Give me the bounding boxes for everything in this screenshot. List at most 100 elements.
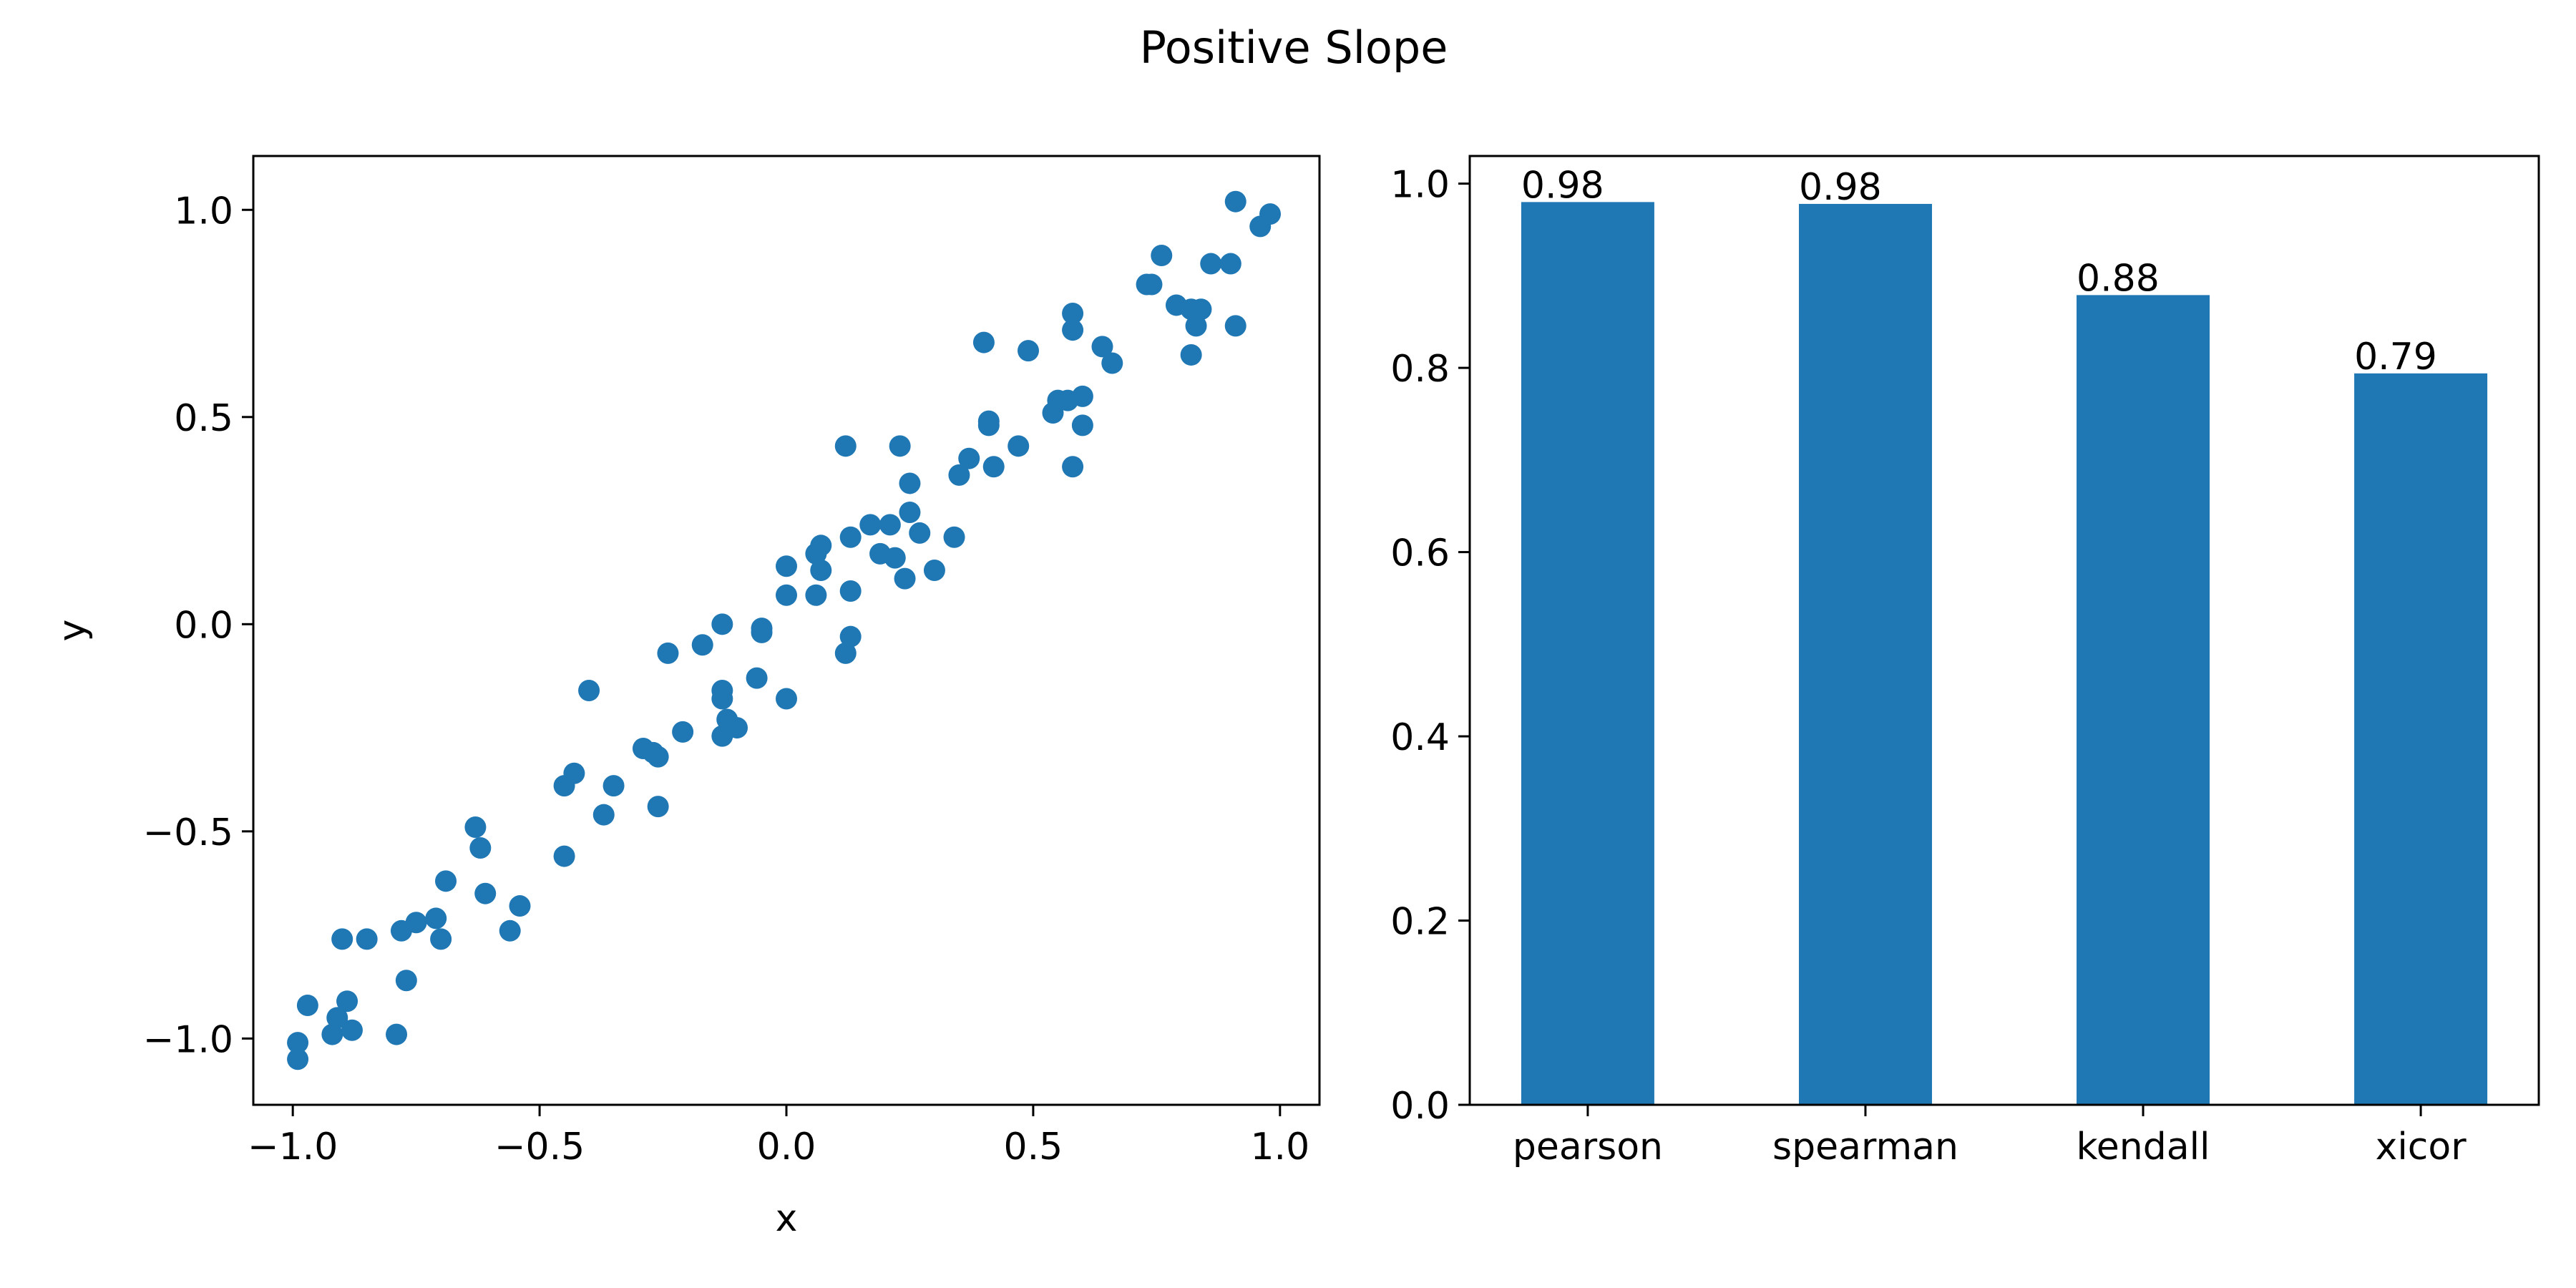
scatter-point: [884, 547, 906, 569]
scatter-point: [395, 970, 417, 992]
scatter-point: [776, 555, 797, 577]
scatter-point: [834, 642, 857, 664]
scatter-point: [859, 514, 882, 536]
scatter-point: [776, 584, 797, 606]
scatter-point: [879, 514, 901, 536]
figure-title: Positive Slope: [1140, 21, 1448, 74]
scatter-point: [746, 667, 768, 689]
bar-x-ticks: pearson spearman kendall xicor: [1513, 1105, 2467, 1169]
bar-xicor: [2354, 373, 2488, 1105]
scatter-point: [469, 836, 492, 859]
scatter-point: [943, 526, 965, 548]
scatter-point: [1101, 352, 1123, 374]
scatter-point: [602, 775, 625, 797]
bar-x-tick-label: spearman: [1772, 1126, 1958, 1169]
bar-spearman: [1798, 203, 1932, 1105]
scatter-point: [711, 613, 733, 635]
scatter-point: [405, 912, 427, 934]
scatter-point: [1185, 315, 1207, 337]
scatter-point: [1062, 303, 1084, 325]
scatter-point: [563, 762, 585, 784]
scatter-point: [839, 526, 862, 548]
bar-x-tick-label: pearson: [1513, 1126, 1663, 1169]
scatter-point: [909, 522, 931, 544]
bar-series: [1521, 202, 2488, 1106]
bar-y-tick-label: 0.6: [1390, 532, 1450, 575]
scatter-point: [839, 580, 862, 602]
scatter-y-ticks: −1.0 −0.5 0.0 0.5 1.0: [143, 190, 253, 1061]
scatter-point: [1141, 273, 1163, 296]
bar-pearson: [1521, 202, 1654, 1106]
scatter-point: [287, 1032, 309, 1054]
scatter-y-axis-label: y: [51, 620, 94, 642]
scatter-points: [287, 190, 1282, 1070]
scatter-point: [1071, 414, 1093, 436]
scatter-point: [657, 642, 679, 664]
scatter-point: [899, 472, 921, 494]
scatter-point: [751, 618, 773, 640]
scatter-point: [776, 688, 797, 710]
bar-y-tick-label: 1.0: [1390, 164, 1450, 207]
scatter-point: [1071, 385, 1093, 407]
scatter-point: [834, 435, 857, 457]
scatter-x-tick-label: 1.0: [1250, 1126, 1309, 1169]
scatter-point: [1151, 244, 1173, 266]
scatter-point: [1180, 343, 1202, 366]
scatter-point: [1219, 253, 1241, 275]
scatter-point: [810, 535, 832, 557]
bar-kendall: [2077, 295, 2210, 1105]
scatter-point: [977, 410, 1000, 432]
scatter-point: [1062, 319, 1084, 341]
scatter-point: [672, 721, 694, 743]
scatter-point: [647, 796, 669, 818]
scatter-point: [810, 560, 832, 582]
scatter-point: [341, 1019, 363, 1041]
scatter-point: [923, 560, 945, 582]
scatter-x-tick-label: −1.0: [248, 1126, 338, 1169]
bar-data-label: 0.88: [2077, 257, 2160, 300]
scatter-axes-frame: [252, 155, 1321, 1106]
bar-panel: pearson spearman kendall xicor 0.0 0.2 0.4 0.6…: [1390, 155, 2540, 1169]
scatter-point: [425, 907, 447, 930]
scatter-x-axis-label: x: [776, 1197, 798, 1240]
scatter-point: [982, 456, 1005, 478]
bar-axes-frame: [1468, 155, 2540, 1106]
scatter-point: [1062, 456, 1084, 478]
bar-data-label: 0.98: [1799, 166, 1882, 209]
scatter-point: [711, 688, 733, 710]
scatter-point: [509, 895, 531, 917]
scatter-point: [647, 746, 669, 768]
scatter-y-tick-label: 0.0: [174, 604, 233, 647]
scatter-point: [1200, 253, 1222, 275]
bar-data-labels: 0.98 0.98 0.88 0.79: [1521, 164, 2437, 378]
scatter-x-tick-label: 0.0: [757, 1126, 816, 1169]
scatter-x-tick-label: −0.5: [494, 1126, 585, 1169]
scatter-panel: −1.0 −0.5 0.0 0.5 1.0 −1.0 −0.5 0.0 0.5 1.0 x y: [51, 155, 1321, 1240]
scatter-point: [474, 882, 497, 904]
bar-y-tick-label: 0.2: [1390, 901, 1450, 944]
scatter-point: [972, 331, 995, 353]
scatter-point: [499, 919, 521, 942]
scatter-point: [592, 804, 615, 826]
scatter-point: [336, 990, 358, 1013]
scatter-point: [1224, 315, 1246, 337]
scatter-point: [430, 928, 452, 950]
bar-data-label: 0.98: [1521, 164, 1604, 207]
scatter-point: [899, 501, 921, 523]
bar-x-tick-label: kendall: [2077, 1126, 2210, 1169]
bar-x-tick-label: xicor: [2376, 1126, 2467, 1169]
scatter-point: [356, 928, 378, 950]
scatter-point: [386, 1023, 408, 1045]
scatter-point: [1018, 340, 1040, 362]
scatter-point: [889, 435, 911, 457]
scatter-point: [805, 584, 827, 606]
scatter-point: [331, 928, 353, 950]
scatter-point: [321, 1023, 343, 1045]
scatter-point: [1190, 298, 1212, 321]
scatter-point: [464, 816, 487, 839]
scatter-point: [1091, 336, 1113, 358]
scatter-point: [296, 995, 318, 1017]
scatter-point: [839, 625, 862, 648]
scatter-point: [948, 464, 970, 486]
scatter-y-tick-label: −0.5: [143, 811, 233, 854]
